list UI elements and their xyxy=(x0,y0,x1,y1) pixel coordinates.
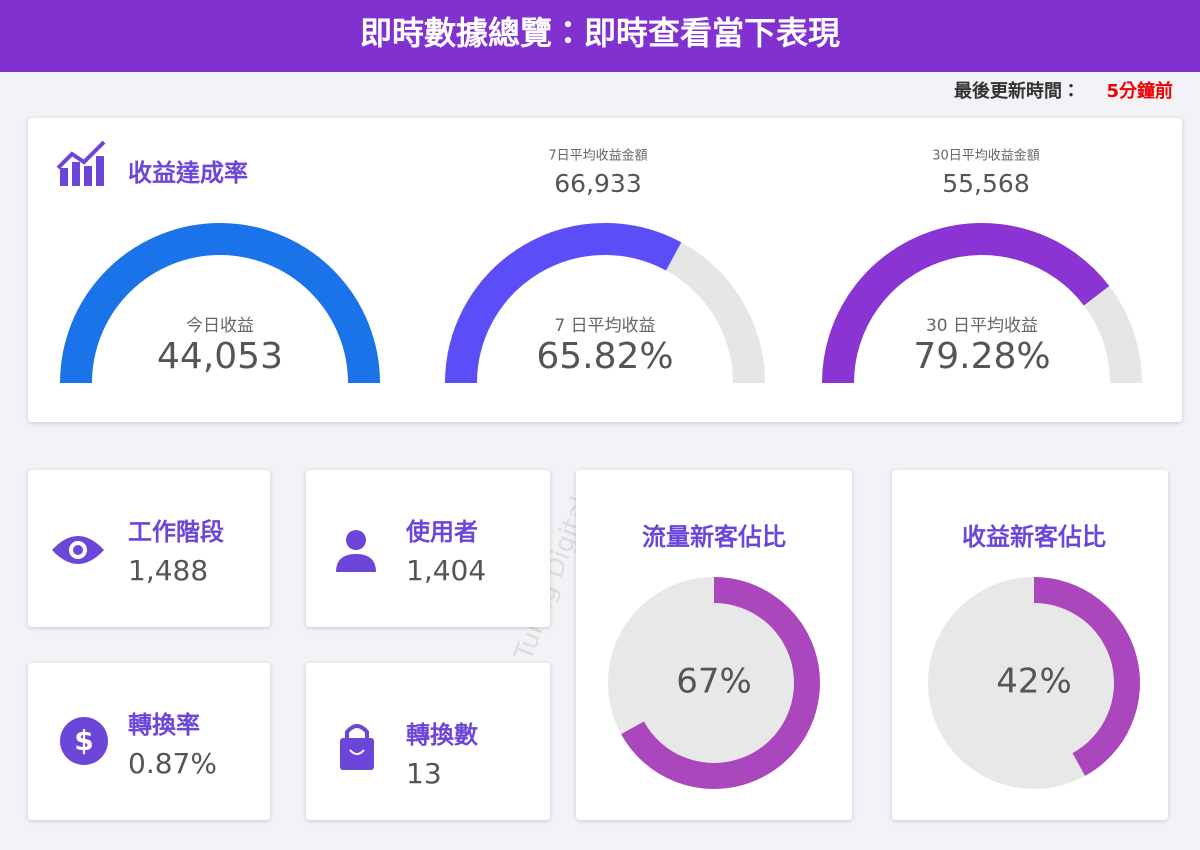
dollar-icon: $ xyxy=(60,717,108,765)
gauge-arc xyxy=(822,223,1110,384)
donut-bg xyxy=(928,577,1140,789)
today-gauge xyxy=(60,223,380,384)
metric-card xyxy=(306,663,550,820)
metric-card xyxy=(28,470,270,627)
gauge-value: 44,053 xyxy=(157,336,283,377)
donut-bg xyxy=(608,577,820,789)
donut-value: 42% xyxy=(996,662,1072,702)
metric-label: 轉換數 xyxy=(406,721,478,749)
gauge-value: 79.28% xyxy=(913,336,1050,377)
metric-card xyxy=(306,470,550,627)
bag-icon xyxy=(340,724,374,770)
metric-label: 工作階段 xyxy=(128,518,224,546)
svg-text:$: $ xyxy=(74,724,93,757)
revenue-card xyxy=(28,118,1182,422)
page-title: 即時數據總覽：即時查看當下表現 xyxy=(360,14,840,52)
metric-card xyxy=(28,663,270,820)
amount: 55,568 xyxy=(942,169,1029,198)
revenue-icon xyxy=(56,140,106,186)
metric-label: 轉換率 xyxy=(128,711,200,739)
updated-label: 最後更新時間： xyxy=(954,80,1080,102)
revenue-title: 收益達成率 xyxy=(128,159,248,187)
gauge-value: 65.82% xyxy=(536,336,673,377)
gauge-arc xyxy=(445,223,682,384)
metric-value: 1,488 xyxy=(128,554,208,587)
amount-label: 7日平均收益金額 xyxy=(548,148,647,164)
updated-value: 5分鐘前 xyxy=(1106,80,1173,102)
ratio-title: 流量新客佔比 xyxy=(642,523,786,551)
metric-value: 0.87% xyxy=(128,747,217,780)
donut-arc xyxy=(1033,577,1140,776)
header-bar xyxy=(0,0,1200,72)
metric-value: 1,404 xyxy=(406,554,486,587)
amount: 66,933 xyxy=(554,169,641,198)
eye-icon xyxy=(52,536,104,564)
gauge-label: 7 日平均收益 xyxy=(554,316,655,336)
donut-arc xyxy=(621,577,820,789)
gauge-label: 今日收益 xyxy=(186,316,254,336)
amount-label: 30日平均收益金額 xyxy=(932,148,1040,164)
metric-label: 使用者 xyxy=(405,518,478,546)
donut-value: 67% xyxy=(676,662,752,702)
metric-value: 13 xyxy=(406,757,442,790)
user-icon xyxy=(336,530,376,572)
gauge-label: 30 日平均收益 xyxy=(926,316,1038,336)
ratio-title: 收益新客佔比 xyxy=(962,523,1106,551)
